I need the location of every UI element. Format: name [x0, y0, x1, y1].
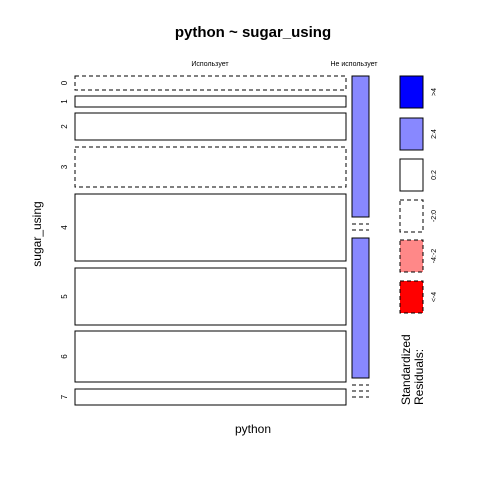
row-labels: 0 1 2 3 4 5 6 7 — [60, 80, 69, 399]
legend-swatch — [399, 117, 424, 151]
legend-label: 0:2 — [431, 170, 438, 180]
row-label: 4 — [60, 225, 69, 230]
row-label: 0 — [60, 80, 69, 85]
legend-swatch — [399, 75, 424, 109]
residuals-legend: >4 2:4 0:2 -2:0 -4:-2 <-4 StandardizedResidual… — [399, 75, 438, 405]
mosaic-tile — [74, 146, 347, 188]
mosaic-tile — [74, 267, 347, 326]
row-label: 5 — [60, 294, 69, 299]
x-axis-label: python — [235, 422, 271, 436]
column-label: Не использует — [331, 61, 379, 68]
mosaic-tile — [74, 388, 347, 406]
mosaic-tile — [351, 75, 370, 218]
mosaic-tile — [74, 95, 347, 108]
mosaic-tile — [74, 330, 347, 383]
mosaic-tile — [74, 193, 347, 262]
legend-label: 2:4 — [431, 129, 438, 139]
column-label: Использует — [191, 61, 229, 68]
legend-swatch — [399, 280, 424, 314]
legend-title: StandardizedResiduals: — [399, 334, 426, 405]
legend-label: >4 — [431, 88, 438, 96]
row-label: 2 — [60, 124, 69, 129]
legend-swatch — [399, 199, 424, 233]
row-label: 7 — [60, 394, 69, 399]
mosaic-tile — [74, 75, 347, 91]
column-labels: Использует Не использует — [191, 61, 378, 68]
chart-title: python ~ sugar_using — [175, 24, 331, 41]
y-axis-label: sugar_using — [30, 201, 44, 266]
mosaic-tiles — [74, 75, 370, 406]
legend-label: -4:-2 — [431, 249, 438, 264]
mosaic-tile — [74, 112, 347, 141]
legend-swatch — [399, 158, 424, 192]
row-label: 3 — [60, 164, 69, 169]
row-label: 6 — [60, 354, 69, 359]
legend-label: <-4 — [431, 292, 438, 302]
legend-label: -2:0 — [431, 210, 438, 222]
legend-swatch — [399, 239, 424, 273]
mosaic-tile — [351, 237, 370, 379]
row-label: 1 — [60, 99, 69, 104]
